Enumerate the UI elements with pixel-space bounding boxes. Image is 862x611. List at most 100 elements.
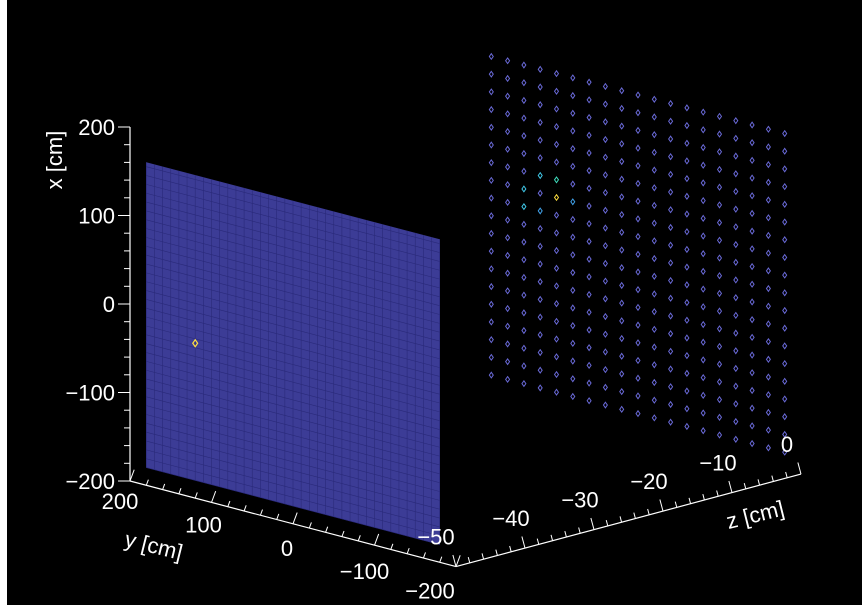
y-axis-major-tick: [292, 512, 298, 524]
coarse-grid-marker: [700, 143, 706, 152]
coarse-grid-marker: [651, 131, 657, 139]
coarse-grid-marker: [586, 273, 592, 281]
coarse-grid-marker: [700, 338, 706, 346]
coarse-grid-marker: [570, 251, 576, 259]
coarse-grid-marker: [782, 342, 788, 350]
coarse-grid-marker: [537, 242, 543, 250]
coarse-grid-marker: [651, 272, 657, 280]
coarse-grid-marker: [619, 405, 625, 413]
coarse-grid-marker: [765, 160, 771, 169]
z-axis-major-tick: [590, 517, 595, 530]
coarse-grid-marker: [765, 143, 771, 151]
coarse-hit-marker: [553, 193, 560, 202]
coarse-grid-marker: [521, 326, 527, 335]
coarse-grid-marker: [765, 178, 771, 187]
z-axis-major-tick: [521, 536, 526, 549]
x-axis-title: x [cm]: [42, 131, 67, 190]
coarse-grid-marker: [635, 215, 641, 223]
coarse-grid-marker: [602, 135, 608, 144]
coarse-hit-marker: [521, 202, 527, 211]
coarse-grid-marker: [570, 91, 576, 100]
z-axis-minor-tick: [743, 482, 747, 490]
coarse-grid-marker: [537, 348, 543, 357]
y-axis-tick-label: −100: [340, 559, 390, 584]
coarse-grid-marker: [765, 337, 771, 346]
coarse-grid-marker: [619, 352, 625, 360]
coarse-grid-marker: [668, 294, 674, 302]
y-axis-minor-tick: [325, 526, 329, 533]
coarse-grid-marker: [668, 223, 674, 232]
coarse-grid-marker: [488, 212, 494, 220]
coarse-grid-marker: [684, 334, 690, 342]
coarse-grid-marker: [733, 117, 739, 125]
coarse-grid-marker: [765, 125, 771, 133]
z-axis-minor-tick: [647, 508, 650, 515]
coarse-grid-marker: [505, 269, 511, 277]
coarse-grid-marker: [635, 197, 641, 205]
coarse-grid-marker: [733, 435, 739, 443]
coarse-grid-marker: [684, 298, 690, 307]
coarse-grid-marker: [733, 134, 739, 143]
y-axis-title: y [cm]: [122, 526, 185, 564]
coarse-grid-marker: [537, 101, 543, 109]
coarse-grid-marker: [488, 318, 494, 326]
coarse-grid-marker: [619, 334, 625, 343]
y-axis-minor-tick: [422, 552, 426, 559]
coarse-grid-marker: [553, 246, 560, 255]
coarse-hit-marker: [537, 171, 543, 180]
coarse-grid-marker: [619, 122, 625, 130]
coarse-grid-marker: [651, 113, 657, 121]
coarse-grid-marker: [716, 236, 723, 244]
coarse-grid-marker: [684, 422, 690, 431]
y-axis-minor-tick: [308, 522, 312, 529]
coarse-grid-marker: [635, 392, 641, 400]
coarse-grid-marker: [765, 355, 771, 364]
x-axis-tick-label: 0: [103, 292, 115, 317]
coarse-grid-marker: [716, 165, 723, 174]
coarse-grid-marker: [521, 344, 527, 352]
coarse-grid-marker: [505, 92, 511, 100]
coarse-grid-marker: [586, 290, 592, 299]
coarse-grid-marker: [782, 359, 788, 368]
coarse-grid-marker: [651, 184, 657, 192]
coarse-grid-marker: [619, 175, 625, 183]
coarse-grid-marker: [505, 145, 511, 153]
coarse-grid-marker: [700, 250, 706, 258]
y-axis-minor-tick: [194, 492, 198, 499]
coarse-grid-marker: [684, 351, 690, 360]
x-axis-tick-label: 200: [78, 115, 115, 140]
coarse-grid-marker: [782, 236, 788, 244]
coarse-grid-marker: [651, 254, 657, 263]
coarse-grid-marker: [521, 309, 527, 317]
coarse-grid-marker: [651, 378, 657, 387]
coarse-grid-marker: [716, 254, 723, 262]
coarse-grid-marker: [635, 179, 641, 188]
coarse-grid-marker: [765, 231, 771, 240]
coarse-grid-marker: [684, 281, 690, 289]
coarse-grid-marker: [505, 287, 511, 295]
coarse-grid-marker: [782, 306, 788, 315]
coarse-grid-marker: [733, 329, 739, 337]
coarse-grid-marker: [782, 218, 788, 226]
coarse-grid-marker: [553, 123, 560, 131]
coarse-grid-marker: [570, 74, 576, 82]
coarse-grid-marker: [619, 210, 625, 219]
coarse-grid-marker: [537, 384, 543, 392]
coarse-grid-marker: [488, 247, 494, 255]
coarse-grid-marker: [684, 369, 690, 378]
coarse-grid-marker: [537, 154, 543, 162]
coarse-grid-marker: [765, 444, 771, 452]
coarse-grid-marker: [749, 422, 755, 430]
y-axis-minor-tick: [406, 547, 410, 554]
coarse-grid-marker: [586, 78, 592, 86]
coarse-grid-marker: [716, 289, 723, 298]
coarse-grid-marker: [782, 377, 788, 385]
coarse-grid-marker: [553, 300, 560, 308]
coarse-grid-marker: [602, 118, 608, 126]
coarse-grid-marker: [602, 224, 608, 232]
coarse-grid-marker: [570, 215, 576, 224]
coarse-grid-marker: [668, 329, 674, 338]
coarse-grid-marker: [700, 179, 706, 187]
coarse-grid-marker: [733, 276, 739, 284]
